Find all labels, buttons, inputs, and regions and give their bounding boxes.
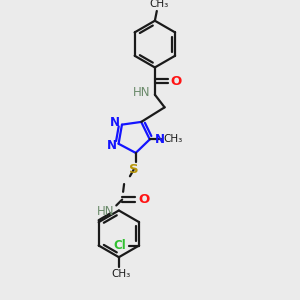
Text: S: S: [129, 163, 139, 176]
Text: CH₃: CH₃: [111, 269, 130, 279]
Text: CH₃: CH₃: [164, 134, 183, 144]
Text: N: N: [110, 116, 120, 129]
Text: HN: HN: [133, 86, 150, 99]
Text: CH₃: CH₃: [149, 0, 168, 9]
Text: Cl: Cl: [113, 239, 126, 252]
Text: N: N: [154, 133, 165, 146]
Text: N: N: [107, 139, 117, 152]
Text: O: O: [138, 193, 149, 206]
Text: HN: HN: [97, 205, 114, 218]
Text: O: O: [171, 75, 182, 88]
